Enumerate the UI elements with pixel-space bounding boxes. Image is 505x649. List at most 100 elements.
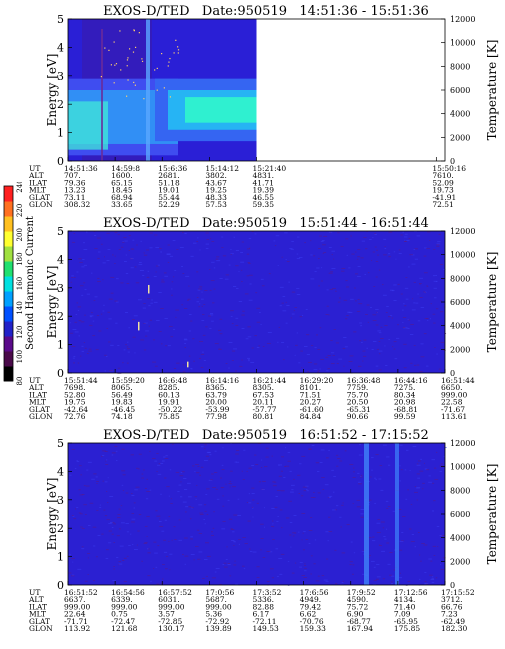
spectrogram-speckle bbox=[197, 237, 199, 239]
spectrogram-speckle bbox=[399, 577, 403, 579]
spectrogram-speckle bbox=[78, 320, 82, 322]
colorbar-swatch bbox=[4, 201, 13, 217]
spectrogram-speckle bbox=[80, 526, 83, 528]
spectrogram-speckle bbox=[166, 253, 171, 255]
spectrogram-speckle bbox=[179, 496, 183, 498]
spectrogram-speckle bbox=[196, 484, 198, 486]
spectrogram-speckle bbox=[343, 365, 345, 367]
spectrogram-speckle bbox=[327, 355, 331, 356]
spectrogram-speckle bbox=[275, 496, 278, 498]
spectrogram-speckle bbox=[196, 472, 200, 474]
spectrogram-speckle bbox=[430, 579, 435, 580]
ephemeris-value: 1600. bbox=[111, 171, 132, 180]
spectrogram-speckle bbox=[248, 493, 250, 495]
spectrogram-speckle bbox=[214, 343, 219, 345]
spectrogram-speckle bbox=[108, 298, 113, 300]
spectrogram-speckle bbox=[130, 267, 134, 269]
spectrogram-speckle bbox=[87, 557, 89, 559]
spectrogram-speckle bbox=[122, 241, 125, 243]
spectrogram-speckle bbox=[83, 504, 87, 506]
spectrogram-speckle bbox=[442, 557, 446, 559]
spectrogram-speckle bbox=[279, 286, 284, 288]
spectrogram-speckle bbox=[308, 543, 311, 544]
spectrogram-speckle bbox=[380, 489, 384, 491]
spectrogram-speckle bbox=[349, 564, 352, 565]
spectrogram-speckle bbox=[115, 301, 119, 303]
spectrogram-speckle bbox=[251, 465, 255, 466]
spectrogram-speckle bbox=[366, 347, 369, 349]
spectrogram-speckle bbox=[115, 450, 118, 452]
spectrogram-speckle bbox=[384, 538, 387, 540]
spectrogram-speckle bbox=[121, 484, 124, 486]
spectrogram-speckle bbox=[230, 529, 235, 530]
spectrogram-speckle bbox=[192, 465, 195, 467]
spectrogram-speckle bbox=[83, 242, 85, 244]
spectrogram-speckle bbox=[380, 326, 383, 328]
spectrogram-speckle bbox=[184, 343, 187, 344]
spectrogram-speckle bbox=[81, 350, 84, 352]
spectrogram-speckle bbox=[76, 461, 80, 463]
spectrogram-speckle bbox=[411, 263, 416, 265]
spectrogram-speckle bbox=[342, 581, 344, 582]
ephemeris-value: 65.15 bbox=[111, 178, 133, 187]
spectrogram-speckle bbox=[404, 287, 409, 289]
temperature-tick-label: 12000 bbox=[450, 439, 475, 448]
spectrogram-speckle bbox=[205, 575, 208, 577]
spectrogram-speckle bbox=[206, 239, 210, 240]
spectrogram-speckle bbox=[171, 539, 173, 541]
spectrogram-speckle bbox=[114, 232, 118, 234]
spectrogram-speckle bbox=[255, 292, 258, 294]
ephemeris-value: 20.50 bbox=[347, 398, 369, 407]
spectrogram-speckle bbox=[363, 339, 367, 341]
spectrogram-speckle bbox=[144, 488, 147, 489]
spectrogram-speckle bbox=[219, 333, 223, 335]
spectrogram-speckle bbox=[291, 313, 295, 315]
spectrogram-speckle bbox=[317, 371, 319, 373]
spectrogram-speckle bbox=[356, 310, 361, 312]
spectrogram-speckle bbox=[366, 231, 368, 233]
spectrogram-speckle bbox=[184, 563, 186, 565]
spectrogram-speckle bbox=[240, 269, 243, 271]
spectrogram-speckle bbox=[138, 513, 142, 515]
spectrogram-speckle bbox=[392, 346, 394, 348]
spectrogram-speckle bbox=[139, 270, 144, 272]
spectrogram-speckle bbox=[293, 515, 297, 516]
spectrogram-speckle bbox=[337, 301, 341, 303]
spectrogram-speckle bbox=[168, 540, 170, 542]
spectrogram-speckle bbox=[319, 235, 322, 237]
spectrogram-speckle bbox=[83, 264, 88, 266]
ephemeris-table: UTALTILATMLTGLATGLON14:51:36707.79.3613.… bbox=[28, 164, 466, 209]
spectrogram-speckle bbox=[148, 305, 151, 307]
spectrogram-speckle bbox=[417, 293, 419, 295]
spectrogram-speckle bbox=[360, 509, 365, 510]
ephemeris-value: 16:6:48 bbox=[158, 376, 187, 385]
spectrogram-speckle bbox=[435, 308, 439, 310]
spectrogram-speckle bbox=[303, 577, 307, 578]
spectrogram-speckle bbox=[243, 449, 246, 451]
spectrogram-speckle bbox=[143, 469, 145, 471]
spectrogram-speckle bbox=[374, 233, 376, 235]
spectrogram-speckle bbox=[276, 489, 281, 491]
spectrogram-speckle bbox=[419, 470, 424, 472]
spectrogram-speckle bbox=[231, 360, 234, 361]
spectrogram-speckle bbox=[111, 533, 114, 535]
spectrogram-speckle bbox=[349, 561, 353, 563]
spectrogram-speckle bbox=[248, 548, 251, 550]
spectrogram-speckle bbox=[78, 258, 82, 260]
spectrogram-dot bbox=[133, 30, 135, 32]
spectrogram-speckle bbox=[169, 553, 173, 555]
spectrogram-speckle bbox=[241, 328, 245, 329]
ephemeris-value: 5687. bbox=[205, 595, 226, 604]
spectrogram-speckle bbox=[230, 443, 232, 444]
spectrogram-speckle bbox=[438, 368, 442, 370]
spectrogram-speckle bbox=[121, 470, 126, 472]
spectrogram-speckle bbox=[344, 346, 348, 348]
spectrogram-speckle bbox=[97, 281, 101, 283]
spectrogram-speckle bbox=[184, 489, 188, 490]
spectrogram-speckle bbox=[143, 254, 148, 256]
spectrogram-speckle bbox=[211, 240, 215, 242]
energy-tick-label: 5 bbox=[57, 225, 64, 238]
spectrogram-speckle bbox=[252, 499, 255, 501]
ephemeris-value: 41.71 bbox=[253, 178, 274, 187]
spectrogram-speckle bbox=[435, 275, 438, 276]
